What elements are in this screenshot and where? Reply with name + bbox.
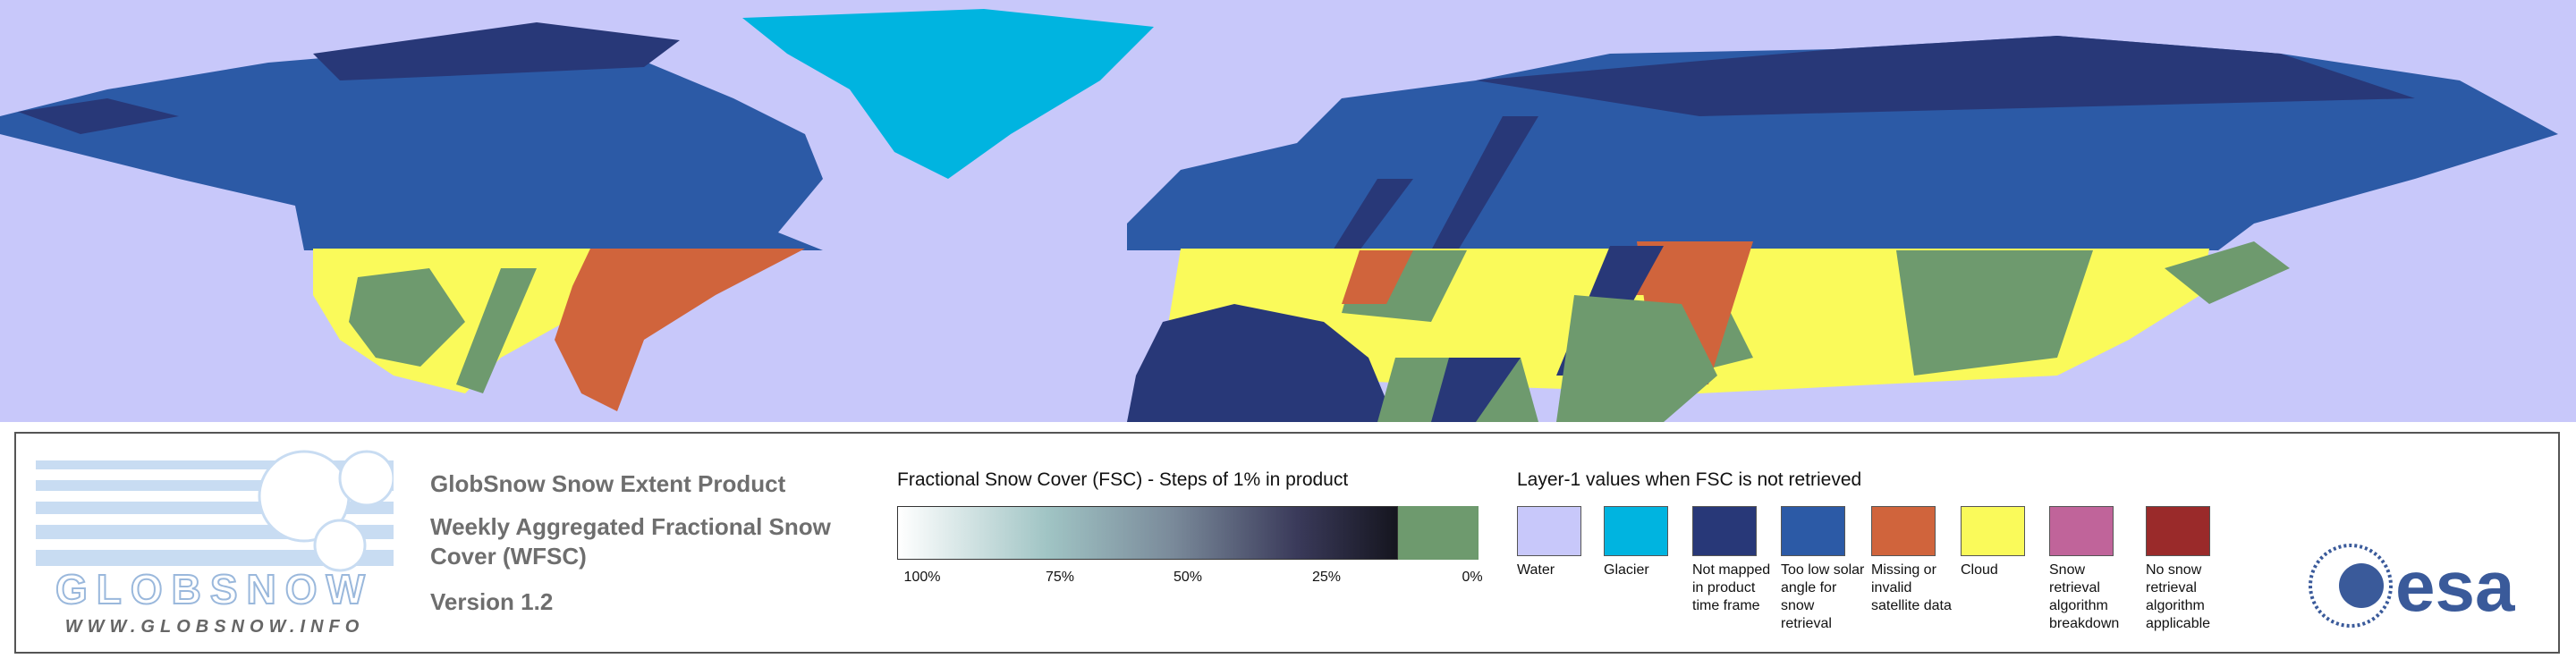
- legend-swatch: [1871, 506, 1936, 556]
- globsnow-logo: GLOBSNOW WWW.GLOBSNOW.INFO: [36, 450, 394, 637]
- land-no-snow: [1556, 295, 1717, 422]
- snowflake: [338, 450, 394, 507]
- product-name: GlobSnow Snow Extent Product: [430, 470, 786, 497]
- land-not-mapped: [18, 98, 179, 134]
- logo-url: WWW.GLOBSNOW.INFO: [65, 617, 365, 637]
- land-not-mapped: [1127, 304, 1395, 422]
- land-not-mapped: [1333, 116, 1538, 250]
- land-solar-angle: [0, 54, 823, 250]
- legend-label: Not mapped in product time frame: [1692, 562, 1771, 613]
- legend-swatch: [1781, 506, 1845, 556]
- snowflake: [313, 519, 367, 572]
- legend-label: Too low solar angle for snow retrieval: [1781, 562, 1865, 631]
- glacier: [742, 9, 1154, 179]
- fsc-tick-label: 100%: [903, 570, 941, 585]
- product-title: Weekly Aggregated Fractional Snow Cover …: [430, 513, 831, 570]
- fsc-tick-label: 50%: [1173, 570, 1203, 585]
- fsc-tick-label: 75%: [1045, 570, 1075, 585]
- fsc-gradient: [897, 506, 1398, 560]
- snow-map: [0, 0, 2576, 422]
- logo-stripe: [36, 460, 394, 469]
- legend-label: Missing or invalid satellite data: [1871, 562, 1952, 613]
- fsc-zero: [1398, 506, 1479, 560]
- esa-emblem: [2339, 563, 2384, 608]
- esa-emblem: [2309, 544, 2393, 628]
- land-no-snow: [349, 268, 465, 367]
- fsc-tick-label: 25%: [1311, 570, 1342, 585]
- legend-label: Cloud: [1961, 562, 1998, 578]
- fsc-title: Fractional Snow Cover (FSC) - Steps of 1…: [897, 469, 1349, 490]
- land-not-mapped: [1476, 36, 2415, 116]
- land-missing: [555, 249, 805, 411]
- legend-label: Glacier: [1604, 562, 1649, 578]
- land-not-mapped: [313, 22, 680, 80]
- legend-swatch: [1517, 506, 1581, 556]
- legend-swatch: [1692, 506, 1757, 556]
- legend-label: Water: [1517, 562, 1555, 578]
- land-not-mapped: [1431, 358, 1521, 422]
- legend-label: No snow retrieval algorithm applicable: [2146, 562, 2211, 631]
- logo-name: GLOBSNOW: [55, 566, 374, 612]
- esa-logo: esa: [2309, 544, 2515, 628]
- legend-swatch: [1961, 506, 2025, 556]
- fsc-tick-label: 0%: [1462, 570, 1483, 585]
- legend-swatch: [2049, 506, 2114, 556]
- esa-name: esa: [2395, 546, 2515, 626]
- logo-stripe: [36, 550, 394, 566]
- land-no-snow: [2165, 241, 2290, 304]
- legend-swatch: [2146, 506, 2210, 556]
- layer1-title: Layer-1 values when FSC is not retrieved: [1517, 469, 1862, 490]
- legend-swatch: [1604, 506, 1668, 556]
- version: Version 1.2: [430, 588, 554, 615]
- land-no-snow: [456, 268, 537, 393]
- legend-panel: GLOBSNOW WWW.GLOBSNOW.INFO GlobSnow Snow…: [14, 432, 2560, 654]
- legend-label: Snow retrieval algorithm breakdown: [2049, 562, 2120, 631]
